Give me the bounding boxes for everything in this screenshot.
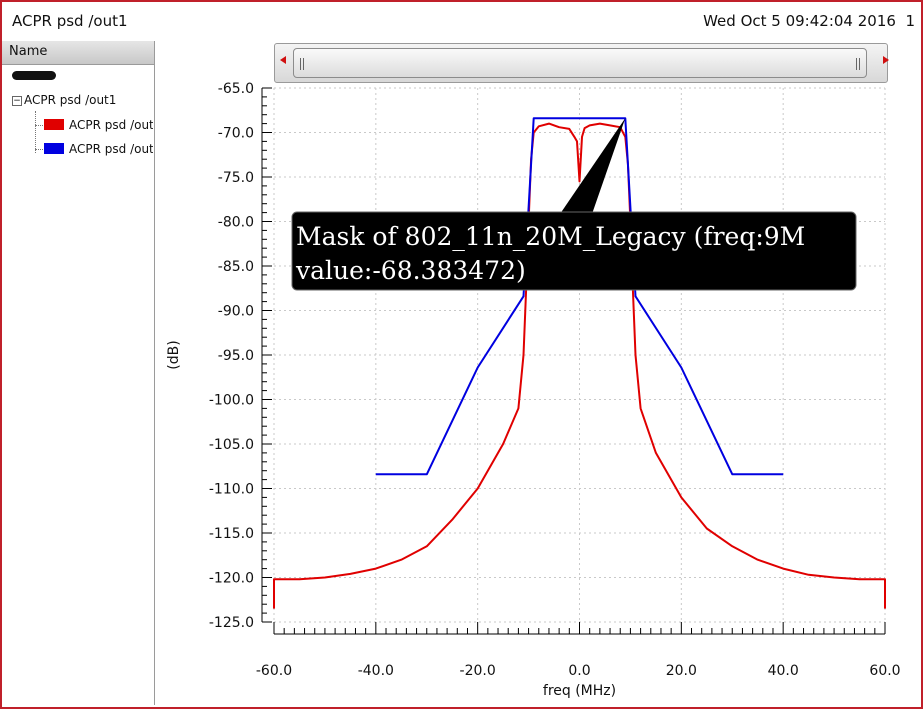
trace-item-blue[interactable]: ACPR psd /out1 <box>35 142 153 158</box>
y-tick-label: -90.0 <box>218 304 254 320</box>
axes: -65.0 -70.0 -75.0 -80.0 -85.0 -90.0 -95.0 -100.… <box>166 81 901 699</box>
y-tick-label: -70.0 <box>218 126 254 142</box>
grip-right-icon <box>859 58 860 70</box>
x-tick-label: 0.0 <box>568 663 590 679</box>
tree-connector <box>35 111 36 153</box>
y-tick-label: -95.0 <box>218 348 254 364</box>
callout-line-1: Mask of 802_11n_20M_Legacy (freq:9M <box>296 222 805 251</box>
tree-root-label: ACPR psd /out1 <box>24 93 117 107</box>
y-tick-label: -125.0 <box>209 615 254 631</box>
redacted-label <box>12 71 56 80</box>
y-tick-label: -75.0 <box>218 170 254 186</box>
y-tick-label: -100.0 <box>209 393 254 409</box>
traces <box>273 117 886 609</box>
y-axis-label: (dB) <box>166 340 182 369</box>
blue-swatch-icon <box>44 143 64 154</box>
timestamp: Wed Oct 5 09:42:04 2016 <box>703 12 896 30</box>
collapse-icon[interactable]: − <box>12 96 22 106</box>
mask-trace <box>375 117 784 476</box>
callout-line-2: value:-68.383472) <box>295 256 526 285</box>
grip-left-icon <box>303 58 304 70</box>
trace-item-red[interactable]: ACPR psd /out1 <box>35 118 153 134</box>
grip-right-icon <box>856 58 857 70</box>
scroll-right-icon[interactable] <box>883 56 889 64</box>
x-tick-label: 20.0 <box>666 663 697 679</box>
page-number: 1 <box>905 12 915 30</box>
x-axis-label: freq (MHz) <box>543 683 616 699</box>
window-title: ACPR psd /out1 <box>12 12 128 30</box>
y-tick-label: -80.0 <box>218 215 254 231</box>
grip-left-icon <box>300 58 301 70</box>
red-swatch-icon <box>44 119 64 130</box>
callout-pointer <box>560 118 626 214</box>
tree-root-node[interactable]: − ACPR psd /out1 <box>12 93 116 107</box>
trace-browser: Name − ACPR psd /out1 ACPR psd /out1 ACPR… <box>2 41 155 705</box>
y-tick-label: -85.0 <box>218 259 254 275</box>
x-tick-label: 60.0 <box>869 663 900 679</box>
tree-branch <box>35 125 43 126</box>
name-column-header[interactable]: Name <box>2 41 154 65</box>
grid-lines <box>273 87 886 623</box>
scroll-left-icon[interactable] <box>280 56 286 64</box>
trace-item-label: ACPR psd /out1 <box>69 142 153 156</box>
scroll-thumb[interactable] <box>293 48 867 78</box>
y-tick-label: -105.0 <box>209 437 254 453</box>
name-header-label: Name <box>9 44 48 59</box>
x-tick-label: -60.0 <box>256 663 292 679</box>
y-tick-label: -65.0 <box>218 81 254 97</box>
y-tick-label: -120.0 <box>209 571 254 587</box>
x-tick-label: 40.0 <box>768 663 799 679</box>
horizontal-scrollbar[interactable] <box>274 43 889 83</box>
psd-trace <box>273 122 886 609</box>
x-tick-label: -40.0 <box>358 663 394 679</box>
tree-branch <box>35 149 43 150</box>
y-tick-label: -110.0 <box>209 482 254 498</box>
callout-box <box>291 211 857 291</box>
marker-callout[interactable]: Mask of 802_11n_20M_Legacy (freq:9M valu… <box>291 118 857 291</box>
y-tick-label: -115.0 <box>209 526 254 542</box>
x-tick-label: -20.0 <box>460 663 496 679</box>
trace-item-label: ACPR psd /out1 <box>69 118 153 132</box>
window-timestamp: Wed Oct 5 09:42:04 2016 1 <box>703 12 915 30</box>
